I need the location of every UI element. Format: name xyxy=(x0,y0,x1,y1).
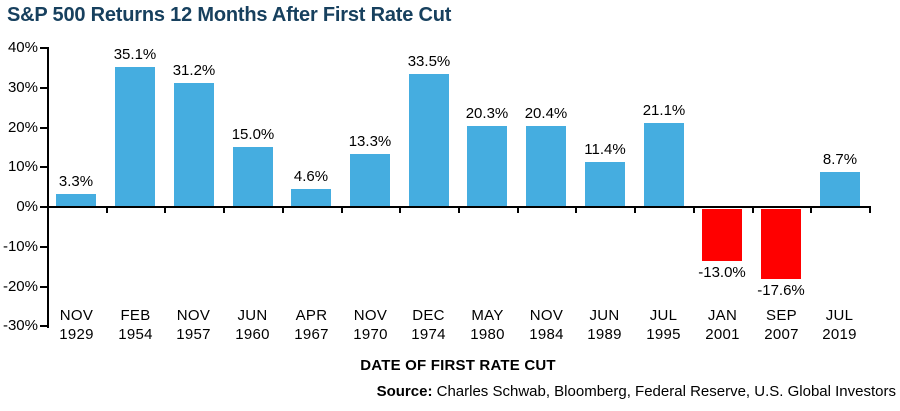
x-axis-tick xyxy=(517,208,519,213)
bar-value-label: 11.4% xyxy=(584,141,626,158)
bar xyxy=(409,74,449,207)
bar-value-label: 3.3% xyxy=(58,173,94,190)
y-axis-tick xyxy=(40,206,47,208)
x-axis-tick xyxy=(282,208,284,213)
bar-value-label: 13.3% xyxy=(348,133,392,150)
bar xyxy=(526,126,566,207)
bar-value-label: 21.1% xyxy=(642,102,686,119)
bar xyxy=(820,172,860,207)
bar xyxy=(174,83,214,207)
x-axis-category-label: NOV 1970 xyxy=(353,307,388,343)
y-axis-line xyxy=(47,47,49,329)
x-axis-category-label: SEP 2007 xyxy=(764,307,799,343)
x-axis-tick xyxy=(47,208,49,213)
bar-value-label: 35.1% xyxy=(113,46,157,63)
y-axis-tick xyxy=(40,166,47,169)
x-axis-category-label: NOV 1929 xyxy=(59,307,94,343)
bar xyxy=(233,147,273,207)
source-text: Charles Schwab, Bloomberg, Federal Reser… xyxy=(436,383,896,400)
x-axis-category-label: JUL 2019 xyxy=(822,307,857,343)
x-axis-category-label: MAY 1980 xyxy=(470,307,505,343)
source-label: Source: xyxy=(376,383,433,400)
x-axis-category-label: DEC 1974 xyxy=(411,307,446,343)
bar xyxy=(56,194,96,207)
bar-value-label: 33.5% xyxy=(407,53,451,70)
x-axis-tick xyxy=(164,208,166,213)
x-axis-tick xyxy=(869,208,871,213)
x-axis-category-label: JUN 1960 xyxy=(235,307,270,343)
y-axis-tick xyxy=(40,285,47,288)
y-axis-tick-label: 20% xyxy=(7,118,38,136)
bar xyxy=(702,209,742,261)
bar-value-label: 20.4% xyxy=(524,105,568,122)
x-axis-category-label: APR 1967 xyxy=(294,307,329,343)
y-axis-tick-label: -20% xyxy=(2,277,38,295)
x-axis-tick xyxy=(399,208,401,213)
y-axis-tick xyxy=(40,47,47,49)
y-axis-tick xyxy=(40,325,47,328)
y-axis-tick-label: 40% xyxy=(7,39,38,56)
bar xyxy=(350,154,390,207)
bar xyxy=(467,126,507,207)
x-axis-tick xyxy=(341,208,343,213)
bar xyxy=(115,67,155,207)
y-axis-tick xyxy=(40,86,47,89)
x-axis-tick xyxy=(458,208,460,213)
y-axis-tick-label: 10% xyxy=(7,158,38,176)
x-axis-category-label: NOV 1957 xyxy=(176,307,211,343)
x-axis-category-label: NOV 1984 xyxy=(529,307,564,343)
y-axis-tick xyxy=(40,126,47,129)
bar xyxy=(644,123,684,207)
x-axis-category-label: JAN 2001 xyxy=(705,307,740,343)
bar xyxy=(761,209,801,279)
x-axis-category-label: JUL 1995 xyxy=(646,307,681,343)
x-axis-category-label: FEB 1954 xyxy=(118,307,153,343)
bar-value-label: -17.6% xyxy=(757,282,805,299)
bar xyxy=(291,189,331,207)
bar-value-label: 8.7% xyxy=(822,151,858,168)
y-axis-tick-label: 30% xyxy=(7,78,38,96)
x-axis-title: DATE OF FIRST RATE CUT xyxy=(360,357,556,374)
x-axis-tick xyxy=(106,208,108,213)
source-note: Source: Charles Schwab, Bloomberg, Feder… xyxy=(16,383,896,400)
bar-value-label: 31.2% xyxy=(172,62,216,79)
bar-value-label: 20.3% xyxy=(465,105,509,122)
y-axis-tick-label: -10% xyxy=(2,237,38,255)
bar-value-label: -13.0% xyxy=(698,264,746,281)
x-axis-tick xyxy=(634,208,636,213)
bar-value-label: 4.6% xyxy=(293,168,329,185)
bar-value-label: 15.0% xyxy=(231,126,275,143)
y-axis-tick xyxy=(40,245,47,248)
x-axis-line xyxy=(47,206,871,208)
x-axis-tick xyxy=(752,208,754,213)
bar xyxy=(585,162,625,207)
x-axis-category-label: JUN 1989 xyxy=(587,307,622,343)
x-axis-tick xyxy=(693,208,695,213)
x-axis-tick xyxy=(575,208,577,213)
y-axis-tick-label: -30% xyxy=(2,317,38,335)
x-axis-tick xyxy=(810,208,812,213)
y-axis-tick-label: 0% xyxy=(16,198,38,215)
chart-title: S&P 500 Returns 12 Months After First Ra… xyxy=(7,4,452,26)
x-axis-tick xyxy=(223,208,225,213)
